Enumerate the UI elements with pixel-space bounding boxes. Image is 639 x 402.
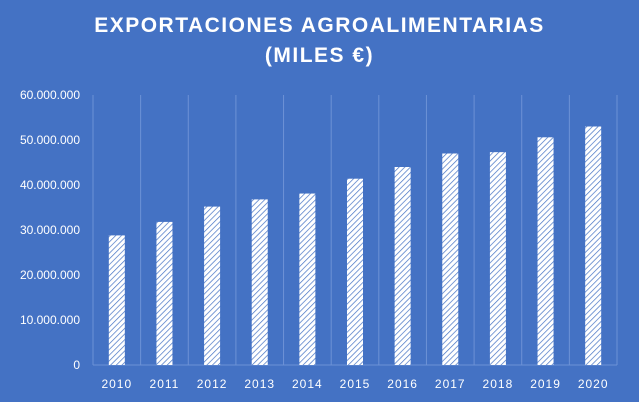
- y-tick-label: 60.000.000: [20, 88, 80, 102]
- x-tick-label: 2019: [530, 377, 561, 391]
- bar-2018: [489, 152, 506, 365]
- bar-2012: [204, 206, 221, 365]
- bar-2013: [251, 199, 268, 365]
- x-tick-label: 2012: [197, 377, 228, 391]
- bar-2016: [394, 167, 411, 365]
- x-tick-label: 2013: [244, 377, 275, 391]
- x-tick-label: 2011: [150, 377, 180, 391]
- y-tick-label: 0: [73, 358, 80, 372]
- x-tick-label: 2014: [292, 377, 323, 391]
- y-axis-ticks: 0 10.000.000 20.000.000 30.000.000 40.000.00…: [20, 88, 80, 372]
- bar-2011: [156, 221, 173, 365]
- bar-2014: [299, 193, 316, 365]
- x-tick-label: 2020: [578, 377, 609, 391]
- bar-2015: [347, 178, 363, 365]
- y-tick-label: 30.000.000: [20, 223, 80, 237]
- x-axis-ticks: 2010 2011 2012 2013 2014 2015 2016 2017 2018 2019…: [101, 377, 609, 391]
- x-tick-label: 2016: [387, 377, 418, 391]
- bar-2010: [108, 235, 125, 365]
- bars: [108, 126, 602, 365]
- y-tick-label: 40.000.000: [20, 178, 80, 192]
- x-tick-label: 2015: [340, 377, 371, 391]
- y-tick-label: 10.000.000: [20, 313, 80, 327]
- bar-2020: [585, 126, 602, 365]
- chart-title: EXPORTACIONES AGROALIMENTARIAS: [94, 14, 545, 37]
- y-tick-label: 20.000.000: [20, 268, 80, 282]
- x-tick-label: 2018: [483, 377, 514, 391]
- x-tick-label: 2010: [101, 377, 132, 391]
- bar-2019: [537, 137, 554, 365]
- gridlines: [92, 95, 618, 366]
- chart-subtitle: (MILES €): [264, 44, 375, 67]
- x-tick-label: 2017: [435, 377, 466, 391]
- y-tick-label: 50.000.000: [20, 133, 80, 147]
- bar-2017: [442, 153, 459, 365]
